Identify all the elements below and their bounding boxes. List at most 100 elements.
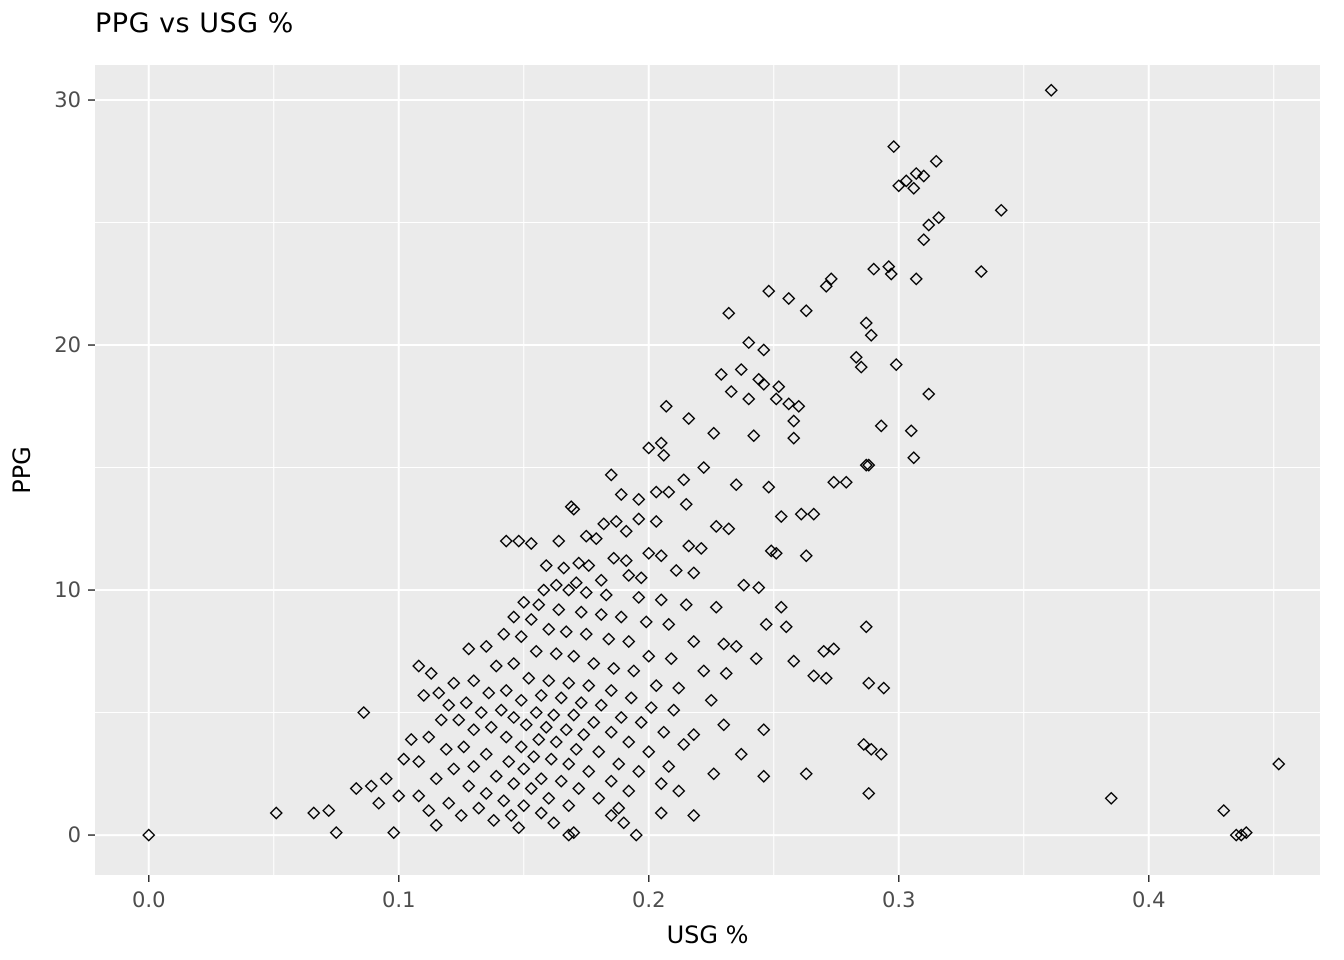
- data-point: [609, 514, 623, 529]
- data-point: [774, 509, 788, 524]
- data-point: [679, 598, 693, 612]
- data-point: [524, 781, 538, 796]
- data-point: [429, 772, 443, 786]
- data-point: [479, 747, 493, 761]
- data-point: [607, 551, 621, 565]
- data-point: [624, 691, 638, 705]
- data-point: [542, 674, 556, 688]
- data-point: [632, 512, 646, 526]
- data-point: [514, 740, 528, 754]
- data-point: [579, 529, 593, 543]
- data-point: [799, 549, 813, 563]
- data-point: [512, 821, 526, 835]
- data-point: [364, 779, 378, 793]
- data-point: [587, 715, 601, 729]
- data-point: [602, 632, 616, 646]
- data-point: [662, 485, 676, 499]
- data-point: [544, 752, 558, 766]
- data-point: [507, 710, 521, 725]
- data-point: [819, 671, 833, 685]
- data-point: [357, 705, 371, 720]
- data-point: [552, 603, 566, 617]
- data-point: [534, 806, 548, 820]
- data-point: [454, 808, 468, 823]
- data-point: [859, 316, 873, 330]
- data-point: [657, 448, 671, 462]
- data-point: [372, 796, 386, 810]
- data-point: [657, 725, 671, 739]
- data-point: [1104, 791, 1118, 805]
- data-point: [572, 781, 586, 796]
- data-point: [734, 747, 748, 761]
- data-point: [582, 679, 596, 693]
- data-point: [687, 808, 701, 823]
- data-point: [542, 622, 556, 636]
- data-point: [499, 534, 513, 548]
- data-point: [687, 634, 701, 649]
- data-point: [269, 806, 283, 820]
- data-point: [559, 625, 573, 639]
- data-point: [604, 725, 618, 739]
- data-point: [642, 546, 656, 560]
- data-point: [549, 578, 563, 592]
- data-point: [654, 777, 668, 791]
- data-point: [607, 661, 621, 676]
- data-point: [567, 502, 581, 516]
- data-point: [497, 627, 511, 641]
- data-point: [494, 703, 508, 717]
- data-point: [887, 139, 901, 154]
- data-point: [549, 735, 563, 749]
- data-point: [412, 659, 426, 673]
- data-point: [1217, 803, 1231, 818]
- data-point: [889, 358, 903, 372]
- data-point: [417, 688, 431, 702]
- data-point: [757, 377, 771, 391]
- data-point: [907, 451, 921, 465]
- data-point: [422, 803, 436, 818]
- data-point: [404, 732, 418, 747]
- data-point: [562, 757, 576, 771]
- y-tick-label: 20: [54, 333, 81, 357]
- data-point: [589, 532, 603, 546]
- data-point: [799, 767, 813, 781]
- data-point: [534, 688, 548, 702]
- data-point: [532, 732, 546, 747]
- data-point: [827, 642, 841, 656]
- data-point: [482, 686, 496, 700]
- data-point: [654, 549, 668, 563]
- data-point: [724, 385, 738, 399]
- data-point: [662, 617, 676, 631]
- data-point: [574, 605, 588, 619]
- data-point: [484, 720, 498, 734]
- data-point: [517, 799, 531, 813]
- data-point: [487, 813, 501, 827]
- data-point: [782, 397, 796, 411]
- data-point: [649, 514, 663, 529]
- data-point: [762, 284, 776, 298]
- data-point: [907, 181, 921, 195]
- data-point: [922, 387, 936, 401]
- data-point: [467, 759, 481, 774]
- data-point: [917, 233, 931, 247]
- data-point: [539, 720, 553, 734]
- data-point: [932, 211, 946, 225]
- data-point: [752, 581, 766, 595]
- data-point: [462, 642, 476, 656]
- data-point: [579, 627, 593, 641]
- data-point: [604, 808, 618, 823]
- data-point: [562, 828, 576, 842]
- data-point: [614, 610, 628, 624]
- data-point: [592, 791, 606, 805]
- data-point: [687, 728, 701, 742]
- data-point: [664, 652, 678, 666]
- data-point: [567, 708, 581, 722]
- data-point: [442, 796, 456, 810]
- data-point: [582, 764, 596, 778]
- data-point: [524, 612, 538, 627]
- data-point: [719, 666, 733, 680]
- data-point: [717, 718, 731, 732]
- data-point: [627, 664, 641, 678]
- data-point: [489, 769, 503, 783]
- data-point: [694, 541, 708, 555]
